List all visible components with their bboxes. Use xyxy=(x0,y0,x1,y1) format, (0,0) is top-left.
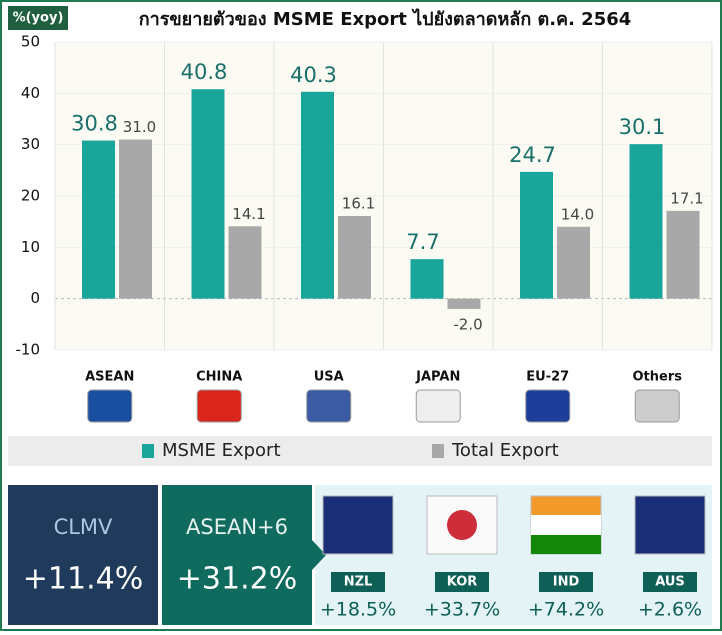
value-label: 40.3 xyxy=(290,63,337,87)
bar xyxy=(666,210,700,299)
x-tick-label: CHINA xyxy=(196,370,242,385)
bar xyxy=(228,226,262,299)
category-icon xyxy=(87,389,133,423)
flag-detail xyxy=(531,535,601,554)
category-icon xyxy=(306,389,352,423)
bar xyxy=(557,226,590,299)
x-tick-label: ASEAN xyxy=(85,370,134,385)
y-tick-label: 10 xyxy=(21,238,40,256)
country-value: +18.5% xyxy=(320,599,396,621)
legend-bg xyxy=(8,436,712,466)
group-name: CLMV xyxy=(54,515,113,539)
y-tick-label: 50 xyxy=(21,33,40,51)
country-flag xyxy=(322,495,394,555)
value-label: 16.1 xyxy=(342,195,375,213)
legend-swatch xyxy=(142,444,154,458)
value-label: 30.1 xyxy=(619,115,666,139)
legend-label: Total Export xyxy=(451,440,559,461)
value-label: 31.0 xyxy=(123,118,156,136)
x-tick-label: Others xyxy=(633,370,683,385)
category-icon xyxy=(415,389,461,423)
country-value: +33.7% xyxy=(424,599,500,621)
y-tick-label: 30 xyxy=(21,135,40,153)
category-icon xyxy=(634,389,680,423)
country-code-box xyxy=(435,572,489,592)
bar xyxy=(520,171,553,299)
bar xyxy=(629,144,663,299)
y-tick-label: -10 xyxy=(16,341,41,359)
chart-title: การขยายตัวของ MSME Export ไปยังตลาดหลัก … xyxy=(139,8,632,30)
bar xyxy=(119,139,152,299)
asean6-box xyxy=(162,485,326,625)
value-label: -2.0 xyxy=(453,315,482,333)
category-icon xyxy=(525,389,571,423)
y-tick-label: 20 xyxy=(21,187,40,205)
flag-detail xyxy=(447,510,477,540)
country-code-box xyxy=(331,572,385,592)
country-code: KOR xyxy=(447,575,478,590)
country-flag xyxy=(634,495,706,555)
x-tick-label: USA xyxy=(314,370,344,385)
value-label: 14.0 xyxy=(561,205,594,223)
clmv-box xyxy=(8,485,158,625)
bar xyxy=(301,91,334,299)
category-icon xyxy=(196,389,242,423)
country-code-box xyxy=(539,572,593,592)
country-code: IND xyxy=(553,575,580,590)
y-label-box xyxy=(8,6,68,30)
country-code: AUS xyxy=(655,575,685,590)
value-label: 17.1 xyxy=(670,189,703,207)
country-code-box xyxy=(643,572,697,592)
group-value: +11.4% xyxy=(23,562,143,597)
country-value: +2.6% xyxy=(638,599,702,621)
country-code: NZL xyxy=(344,575,373,590)
value-label: 40.8 xyxy=(181,60,228,84)
value-label: 14.1 xyxy=(232,205,265,223)
bar xyxy=(410,259,444,299)
group-value: +31.2% xyxy=(177,562,297,597)
y-label: %(yoy) xyxy=(13,11,64,26)
legend-label: MSME Export xyxy=(162,440,281,461)
bar xyxy=(191,89,225,299)
x-tick-label: EU-27 xyxy=(526,370,569,385)
y-tick-label: 40 xyxy=(21,84,40,102)
value-label: 30.8 xyxy=(71,112,118,136)
group-name: ASEAN+6 xyxy=(186,515,288,539)
flag-detail xyxy=(531,515,601,535)
y-tick-label: 0 xyxy=(30,289,40,307)
bar xyxy=(447,298,481,309)
x-tick-label: JAPAN xyxy=(415,370,460,385)
bar xyxy=(338,216,371,299)
value-label: 24.7 xyxy=(509,143,556,167)
legend-swatch xyxy=(432,444,444,458)
value-label: 7.7 xyxy=(406,230,439,254)
bar xyxy=(82,140,115,299)
country-value: +74.2% xyxy=(528,599,604,621)
